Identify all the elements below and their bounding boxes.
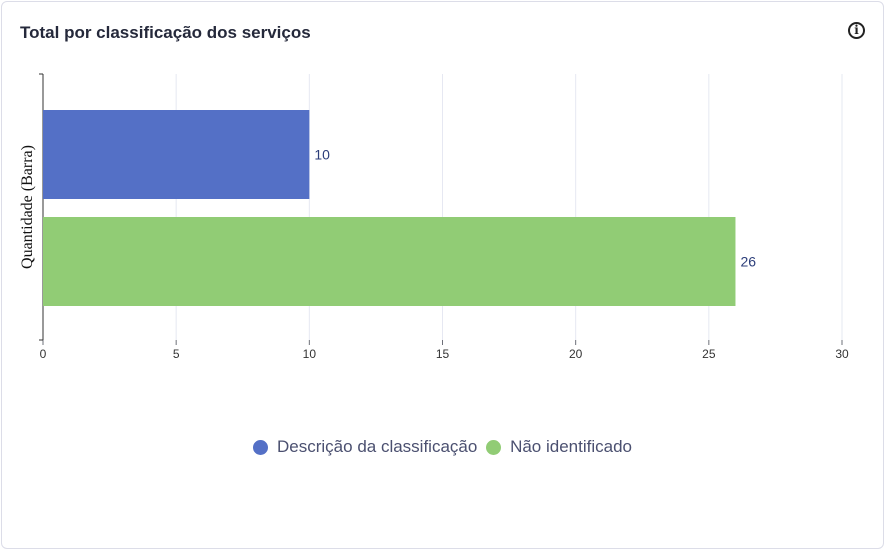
legend-label: Não identificado (510, 437, 632, 456)
y-axis-label: Quantidade (Barra) (19, 145, 36, 269)
x-tick-label: 5 (173, 347, 180, 361)
bar-data-label: 26 (740, 254, 756, 270)
legend-marker (253, 439, 269, 455)
bar[interactable] (43, 217, 736, 306)
legend-label: Descrição da classificação (277, 437, 478, 456)
info-circle-icon[interactable]: i (848, 22, 865, 39)
legend-marker (486, 439, 502, 455)
legend: Descrição da classificação Não identific… (0, 437, 885, 460)
x-tick-label: 20 (569, 347, 583, 361)
x-tick-label: 25 (702, 347, 716, 361)
bar[interactable] (43, 110, 310, 199)
legend-item-0[interactable]: Descrição da classificação (253, 437, 477, 457)
x-tick-label: 15 (436, 347, 450, 361)
x-tick-label: 10 (303, 347, 317, 361)
x-tick-label: 30 (835, 347, 849, 361)
x-tick-label: 0 (40, 347, 47, 361)
legend-item-1[interactable]: Não identificado (486, 437, 632, 457)
bar-data-label: 10 (314, 147, 330, 163)
chart-title: Total por classificação dos serviços (20, 23, 311, 42)
